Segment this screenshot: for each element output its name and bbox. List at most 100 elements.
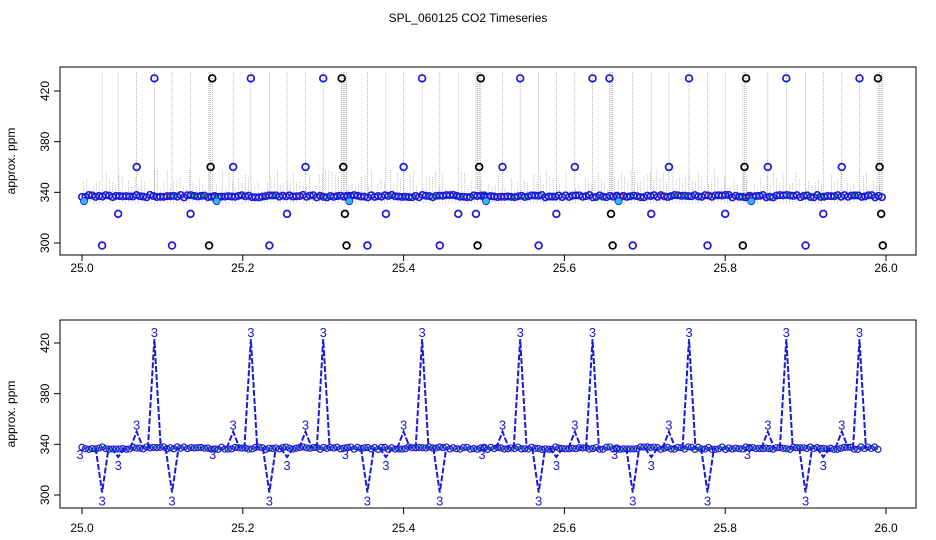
series-point (323, 444, 331, 452)
y-tick-label: 300 (38, 485, 52, 505)
series-point (799, 444, 808, 452)
series-point (647, 443, 655, 452)
spike-line (512, 339, 528, 449)
spike-point (855, 74, 864, 83)
spike-point (246, 74, 256, 83)
x-tick-label: 25.6 (553, 261, 577, 275)
series-point (749, 443, 757, 452)
spike-point (97, 241, 107, 250)
series-point (636, 443, 645, 451)
series-point (762, 444, 770, 452)
series-point (826, 444, 835, 452)
series-point (782, 445, 791, 453)
series-point (381, 443, 389, 452)
spike-point (363, 241, 372, 250)
series-point (667, 445, 675, 453)
spike-point (337, 74, 346, 83)
spike-line (315, 339, 331, 449)
spike-line (279, 447, 295, 459)
spike-point (819, 209, 828, 219)
segment-start-point (212, 197, 221, 206)
series-point (456, 445, 464, 453)
series-point (490, 445, 498, 453)
spike-point (282, 209, 292, 219)
series-point (857, 443, 865, 451)
segment-start-label: 3 (744, 447, 751, 462)
series-point (200, 444, 209, 452)
data-point (877, 193, 886, 202)
series-point (326, 443, 334, 451)
x-tick-label: 25.8 (714, 261, 738, 275)
series-point (306, 444, 314, 452)
series-point (360, 444, 369, 452)
series-point (336, 445, 345, 453)
spike-line (129, 428, 145, 449)
series-point (650, 443, 658, 451)
spike-point (763, 162, 773, 172)
spike-point (476, 74, 486, 83)
spike-point (206, 162, 215, 172)
spike-line (146, 339, 162, 449)
series-point (132, 444, 141, 452)
spike-point (318, 74, 328, 83)
y-tick-label: 380 (38, 383, 52, 403)
series-point (459, 444, 468, 452)
spike-point (628, 241, 637, 250)
data-point (864, 191, 873, 200)
spike-point (684, 74, 694, 83)
series-point (425, 443, 433, 451)
segment-start-label: 3 (342, 447, 349, 462)
series-point (521, 445, 529, 453)
x-tick-label: 25.4 (392, 261, 416, 275)
spike-label: 3 (499, 418, 506, 433)
data-point (84, 190, 93, 199)
segment-start-point (482, 197, 490, 206)
spike-line (549, 447, 564, 459)
spike-point (876, 209, 886, 219)
series-point (752, 445, 760, 453)
series-point (630, 445, 638, 453)
series-point (248, 445, 256, 453)
series-point (837, 444, 845, 452)
series-point (85, 445, 93, 453)
series-point (197, 443, 205, 452)
spike-line (396, 428, 411, 449)
series-point (830, 445, 838, 453)
bottom-ylabel: approx. ppm (4, 381, 18, 448)
series-point (149, 443, 158, 452)
series-point (302, 444, 311, 452)
series-point (466, 445, 474, 453)
spike-label: 3 (535, 493, 542, 508)
baseline-series-line (616, 446, 750, 451)
spike-label: 3 (665, 418, 672, 433)
series-point (664, 443, 672, 451)
spike-point (340, 209, 350, 219)
y-tick-label: 300 (38, 233, 52, 253)
spike-point (498, 162, 507, 172)
spike-label: 3 (400, 418, 407, 433)
series-point (728, 445, 736, 453)
series-point (725, 444, 733, 452)
spike-label: 3 (98, 493, 105, 508)
series-point (470, 445, 478, 453)
series-point (319, 443, 328, 452)
spike-point (454, 209, 463, 219)
spike-label: 3 (302, 418, 309, 433)
spike-point (873, 74, 883, 83)
spike-label: 3 (802, 493, 809, 508)
series-point (353, 443, 362, 451)
spike-point (801, 241, 810, 250)
series-point (435, 443, 444, 451)
spike-line (378, 447, 394, 459)
spike-point (588, 74, 597, 83)
spike-point (703, 241, 712, 250)
spike-label: 3 (685, 325, 692, 340)
series-point (524, 445, 532, 453)
x-tick-label: 25.6 (553, 521, 577, 535)
y-tick-label: 340 (38, 182, 52, 202)
series-point (463, 443, 471, 451)
series-point (864, 443, 872, 451)
series-point (677, 444, 685, 452)
spike-label: 3 (283, 458, 290, 473)
series-point (517, 445, 526, 453)
